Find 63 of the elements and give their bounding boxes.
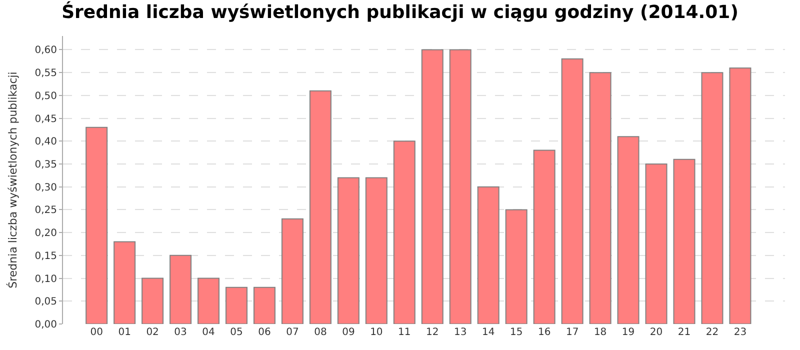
bar xyxy=(226,286,248,324)
x-tick-label: 02 xyxy=(146,327,159,338)
x-tick-label: 19 xyxy=(622,327,635,338)
y-tick-label: 0,10 xyxy=(34,274,57,285)
x-tick-label: 13 xyxy=(454,327,467,338)
x-tick-label: 23 xyxy=(734,327,747,338)
x-tick-label: 20 xyxy=(650,327,663,338)
y-tick-label: 0,55 xyxy=(34,68,57,80)
y-tick-label: 0,50 xyxy=(34,90,57,102)
y-tick-label: 0,20 xyxy=(34,228,57,240)
y-tick-label: 0,35 xyxy=(34,160,57,170)
bar xyxy=(86,126,108,324)
bar xyxy=(505,209,528,324)
bar xyxy=(673,158,696,324)
bar xyxy=(701,72,724,324)
x-tick-label: 21 xyxy=(678,327,691,338)
y-tick-label: 0,30 xyxy=(34,182,57,194)
bar xyxy=(729,68,752,324)
bar xyxy=(337,177,360,324)
chart-title: Średnia liczba wyświetlonych publikacji w ciągu godziny (2014.01) xyxy=(62,0,738,23)
bar xyxy=(589,72,612,324)
x-tick-label: 03 xyxy=(174,327,187,338)
x-tick-label: 04 xyxy=(202,327,215,338)
x-tick-label: 09 xyxy=(342,327,355,338)
y-axis-title: Średnia liczba wyświetlonych publikacji xyxy=(5,72,20,288)
bar xyxy=(365,177,388,324)
x-tick-label: 06 xyxy=(258,327,271,338)
bar xyxy=(114,241,136,324)
bar xyxy=(645,164,668,324)
y-tick-label: 0,15 xyxy=(34,250,57,262)
bar xyxy=(253,286,276,324)
x-tick-label: 01 xyxy=(118,327,131,338)
y-tick-label: 0,60 xyxy=(34,45,57,56)
y-tick-label: 0,25 xyxy=(34,205,57,216)
x-tick-label: 12 xyxy=(426,327,439,338)
bar xyxy=(198,278,220,324)
bar xyxy=(561,58,584,324)
x-tick-label: 14 xyxy=(482,327,495,338)
bar xyxy=(309,90,332,324)
x-tick-label: 07 xyxy=(286,327,299,338)
x-tick-label: 11 xyxy=(398,327,411,338)
y-tick-label: 0,00 xyxy=(34,320,57,330)
y-tick-label: 0,45 xyxy=(34,114,57,125)
x-tick-label: 18 xyxy=(594,327,607,338)
x-tick-label: 15 xyxy=(510,327,523,338)
bar xyxy=(142,278,164,324)
bar xyxy=(393,140,416,324)
bar xyxy=(421,49,444,324)
bar xyxy=(281,218,304,324)
x-tick-label: 10 xyxy=(370,327,383,338)
bar xyxy=(533,150,556,324)
x-tick-label: 00 xyxy=(90,327,103,338)
bar xyxy=(170,254,192,324)
x-tick-label: 17 xyxy=(566,327,579,338)
y-tick-label: 0,05 xyxy=(34,296,57,308)
bar xyxy=(617,136,640,324)
x-tick-label: 16 xyxy=(538,327,551,338)
y-tick-label: 0,40 xyxy=(34,136,57,148)
x-tick-label: 22 xyxy=(706,327,719,338)
x-tick-label: 08 xyxy=(314,327,327,338)
bar xyxy=(477,186,500,324)
x-tick-label: 05 xyxy=(230,327,243,338)
bar xyxy=(449,49,472,324)
